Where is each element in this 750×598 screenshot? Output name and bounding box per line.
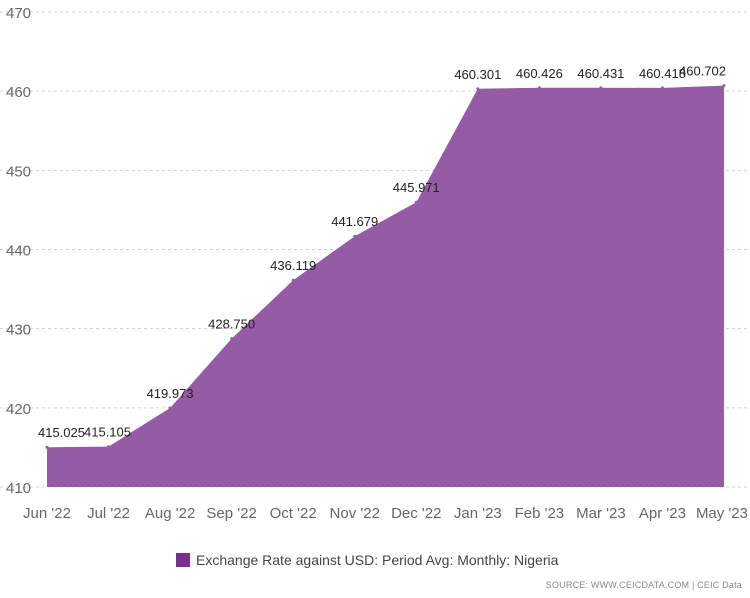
data-label: 419.973 bbox=[147, 386, 194, 401]
data-label: 460.418 bbox=[639, 66, 686, 81]
data-point bbox=[230, 337, 234, 341]
data-point bbox=[107, 445, 111, 449]
area-fill bbox=[47, 85, 724, 488]
data-labels: 415.025 415.105 419.973 428.750 436.119 441.6… bbox=[38, 64, 726, 441]
x-tick-label: Jul '22 bbox=[87, 505, 130, 522]
data-point bbox=[414, 200, 418, 204]
data-point bbox=[476, 87, 480, 91]
data-label: 415.025 bbox=[38, 425, 85, 440]
x-tick-label: Jun '22 bbox=[23, 505, 71, 522]
data-label: 436.119 bbox=[270, 258, 316, 273]
y-tick-label: 410 bbox=[6, 480, 31, 497]
data-point bbox=[168, 406, 172, 410]
y-tick-label: 460 bbox=[6, 84, 31, 101]
data-point bbox=[660, 86, 664, 90]
y-tick-label: 440 bbox=[6, 243, 31, 260]
data-point bbox=[353, 234, 357, 238]
data-label: 460.702 bbox=[679, 64, 726, 79]
x-tick-label: Nov '22 bbox=[330, 505, 380, 522]
data-label: 441.679 bbox=[331, 214, 378, 229]
y-tick-label: 470 bbox=[6, 5, 31, 22]
data-point bbox=[291, 278, 295, 282]
data-label: 415.105 bbox=[84, 425, 131, 440]
y-tick-label: 450 bbox=[6, 163, 31, 180]
data-label: 445.971 bbox=[393, 180, 440, 195]
x-tick-label: Jan '23 bbox=[454, 505, 502, 522]
x-tick-label: Apr '23 bbox=[639, 505, 686, 522]
data-point bbox=[599, 86, 603, 90]
x-tick-label: Feb '23 bbox=[515, 505, 565, 522]
y-axis-ticks: 410 420 430 440 450 460 470 bbox=[6, 5, 31, 497]
area-series bbox=[45, 84, 726, 488]
y-tick-label: 420 bbox=[6, 401, 31, 418]
x-tick-label: Oct '22 bbox=[270, 505, 317, 522]
data-label: 428.750 bbox=[208, 317, 255, 332]
data-point bbox=[722, 84, 726, 88]
x-tick-label: Dec '22 bbox=[391, 505, 441, 522]
x-tick-label: Mar '23 bbox=[576, 505, 626, 522]
data-point bbox=[537, 86, 541, 90]
y-tick-label: 430 bbox=[6, 322, 31, 339]
data-point bbox=[45, 445, 49, 449]
legend: Exchange Rate against USD: Period Avg: M… bbox=[176, 552, 558, 568]
source-note: SOURCE: WWW.CEICDATA.COM | CEIC Data bbox=[545, 580, 742, 590]
x-tick-label: Aug '22 bbox=[145, 505, 195, 522]
x-tick-label: Sep '22 bbox=[206, 505, 256, 522]
data-label: 460.431 bbox=[577, 66, 624, 81]
data-label: 460.426 bbox=[516, 66, 563, 81]
x-axis-ticks: Jun '22 Jul '22 Aug '22 Sep '22 Oct '22 Nov '… bbox=[23, 505, 748, 522]
legend-label: Exchange Rate against USD: Period Avg: M… bbox=[196, 552, 559, 568]
x-tick-label: May '23 bbox=[696, 505, 748, 522]
legend-swatch bbox=[176, 553, 190, 567]
data-label: 460.301 bbox=[454, 67, 501, 82]
